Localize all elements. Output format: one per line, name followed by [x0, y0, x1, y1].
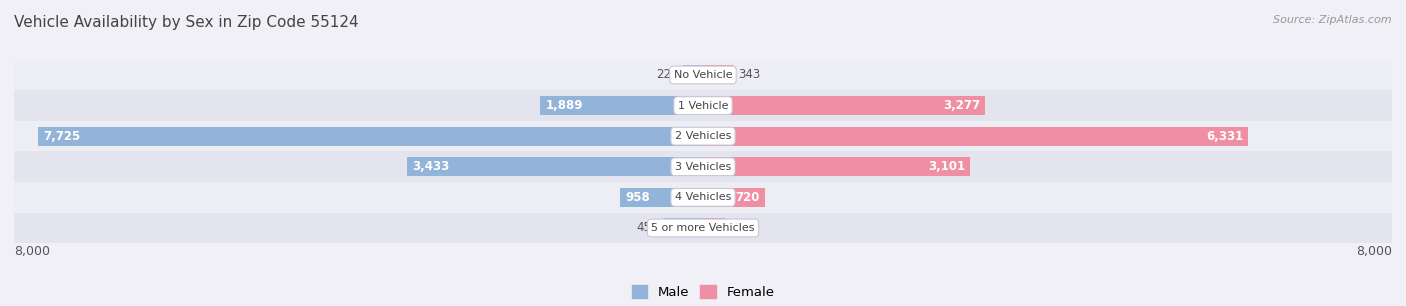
Bar: [620, 188, 703, 207]
Text: 1,889: 1,889: [546, 99, 583, 112]
Bar: [703, 127, 1249, 146]
Text: 6,331: 6,331: [1206, 130, 1243, 143]
Bar: [540, 96, 703, 115]
Text: No Vehicle: No Vehicle: [673, 70, 733, 80]
Bar: [14, 121, 1392, 151]
Text: 3,101: 3,101: [928, 160, 965, 173]
Bar: [703, 65, 733, 84]
Text: 4 Vehicles: 4 Vehicles: [675, 192, 731, 202]
Bar: [14, 60, 1392, 90]
Text: 2 Vehicles: 2 Vehicles: [675, 131, 731, 141]
Text: 343: 343: [738, 69, 761, 81]
Text: 228: 228: [655, 69, 678, 81]
Bar: [14, 151, 1392, 182]
Bar: [14, 213, 1392, 243]
Legend: Male, Female: Male, Female: [631, 285, 775, 299]
Text: 1 Vehicle: 1 Vehicle: [678, 101, 728, 110]
Text: 720: 720: [735, 191, 759, 204]
Bar: [664, 218, 703, 237]
Text: 3,433: 3,433: [412, 160, 450, 173]
Text: 3 Vehicles: 3 Vehicles: [675, 162, 731, 172]
Text: 958: 958: [626, 191, 651, 204]
Bar: [38, 127, 703, 146]
Bar: [14, 182, 1392, 213]
Text: 250: 250: [730, 222, 752, 234]
Text: 455: 455: [637, 222, 658, 234]
Text: 3,277: 3,277: [943, 99, 980, 112]
Bar: [408, 157, 703, 176]
Text: 8,000: 8,000: [14, 245, 51, 258]
Bar: [683, 65, 703, 84]
Bar: [14, 90, 1392, 121]
Bar: [703, 218, 724, 237]
Text: 5 or more Vehicles: 5 or more Vehicles: [651, 223, 755, 233]
Bar: [703, 157, 970, 176]
Text: Vehicle Availability by Sex in Zip Code 55124: Vehicle Availability by Sex in Zip Code …: [14, 15, 359, 30]
Text: 8,000: 8,000: [1355, 245, 1392, 258]
Text: 7,725: 7,725: [44, 130, 80, 143]
Bar: [703, 188, 765, 207]
Text: Source: ZipAtlas.com: Source: ZipAtlas.com: [1274, 15, 1392, 25]
Bar: [703, 96, 986, 115]
